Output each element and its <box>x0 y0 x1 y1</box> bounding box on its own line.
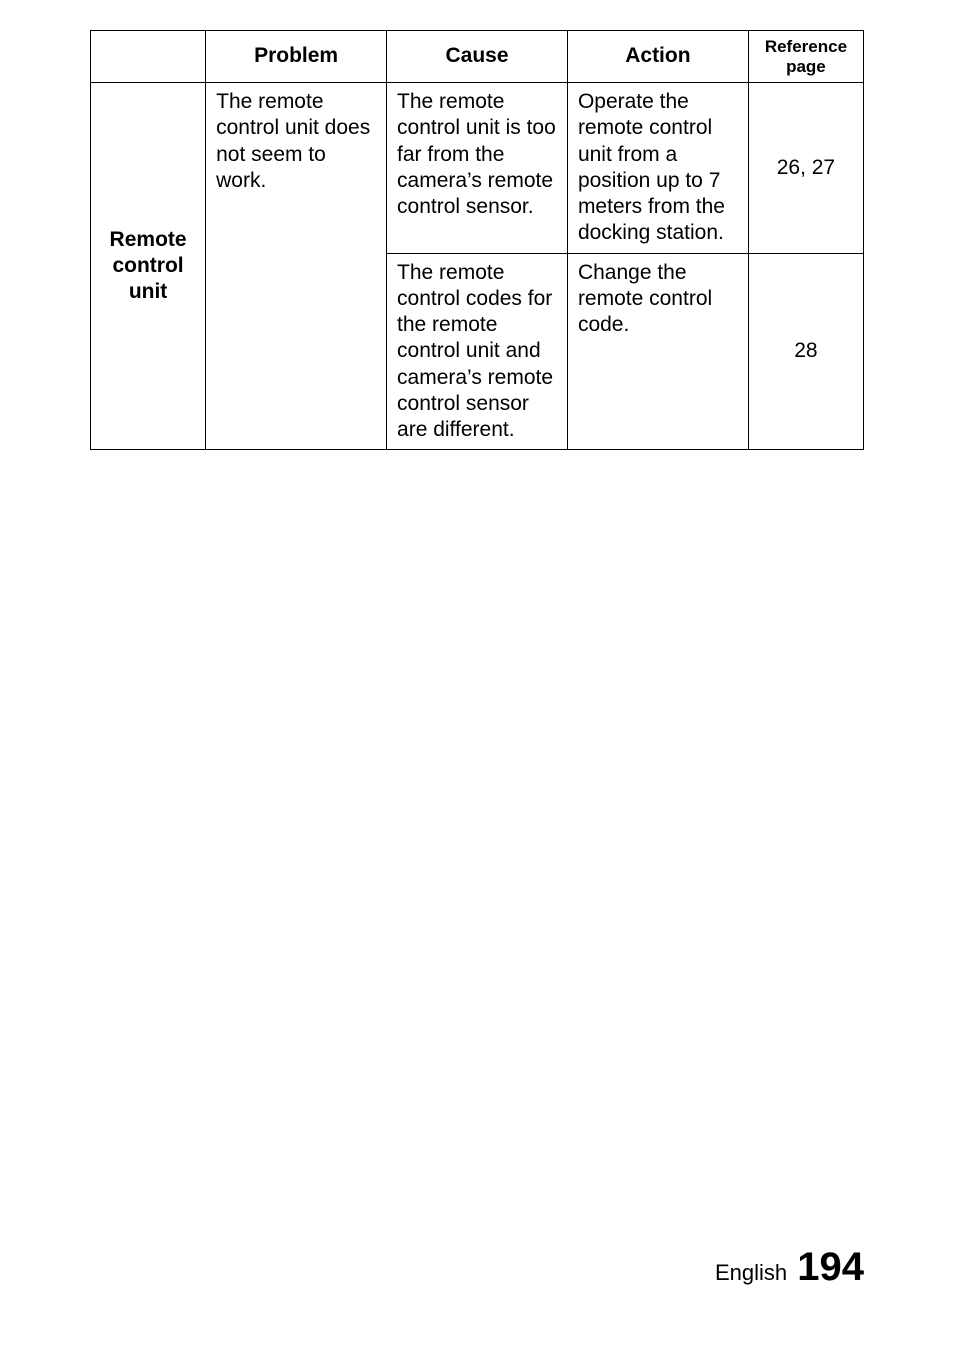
footer-page-number: 194 <box>797 1245 864 1289</box>
header-reference: Reference page <box>748 31 863 83</box>
header-problem: Problem <box>206 31 387 83</box>
header-cause: Cause <box>387 31 568 83</box>
page-content: Problem Cause Action Reference page Remo… <box>0 0 954 450</box>
problem-cell: The remote control unit does not seem to… <box>206 83 387 450</box>
header-action: Action <box>567 31 748 83</box>
action-cell: Operate the remote control unit from a p… <box>567 83 748 254</box>
header-empty <box>91 31 206 83</box>
footer-language: English <box>715 1260 787 1285</box>
cause-cell: The remote control codes for the remote … <box>387 253 568 450</box>
cause-cell: The remote control unit is too far from … <box>387 83 568 254</box>
reference-cell: 28 <box>748 253 863 450</box>
page-footer: English 194 <box>715 1245 864 1290</box>
category-cell: Remote control unit <box>91 83 206 450</box>
table-row: Remote control unit The remote control u… <box>91 83 864 254</box>
troubleshooting-table: Problem Cause Action Reference page Remo… <box>90 30 864 450</box>
reference-cell: 26, 27 <box>748 83 863 254</box>
table-header-row: Problem Cause Action Reference page <box>91 31 864 83</box>
action-cell: Change the remote control code. <box>567 253 748 450</box>
